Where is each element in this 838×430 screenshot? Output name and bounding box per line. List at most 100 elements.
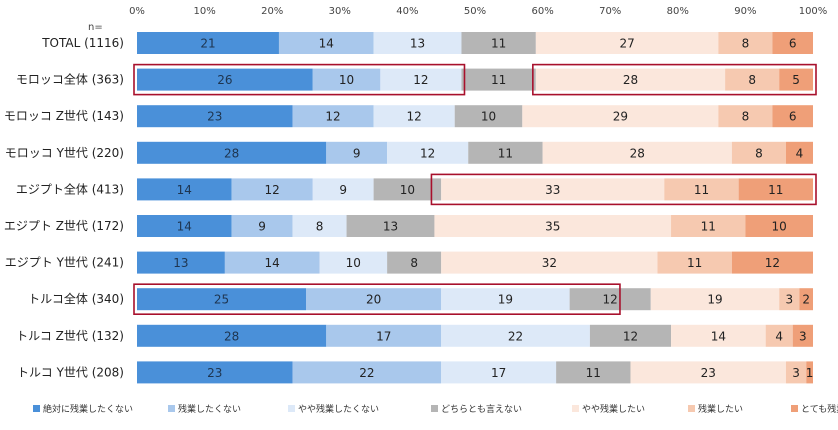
bar-segment xyxy=(772,105,813,128)
data-label: 17 xyxy=(376,329,391,343)
x-tick-label: 30% xyxy=(329,6,351,17)
category-label: トルコ Y世代 (208) xyxy=(17,365,124,379)
bar-segment xyxy=(292,215,347,237)
bar-segment xyxy=(306,288,442,311)
data-label: 23 xyxy=(701,366,716,380)
bar-segment xyxy=(441,178,665,201)
x-tick-label: 60% xyxy=(531,6,553,17)
data-label: 35 xyxy=(545,220,560,234)
data-label: 11 xyxy=(491,73,506,87)
data-label: 10 xyxy=(772,220,787,234)
bar-segment xyxy=(657,251,732,274)
data-label: 28 xyxy=(224,146,239,160)
bar-segment xyxy=(373,32,462,54)
bar-segment xyxy=(468,141,543,164)
bar-segment xyxy=(137,288,306,311)
bar-segment xyxy=(779,68,813,91)
x-tick-label: 80% xyxy=(667,6,689,17)
data-label: 3 xyxy=(799,329,807,343)
data-label: 2 xyxy=(802,293,810,307)
bar-segment xyxy=(454,105,523,128)
bar-segment xyxy=(387,141,469,164)
bar-segment xyxy=(806,361,813,384)
data-label: 3 xyxy=(786,293,794,307)
data-label: 20 xyxy=(366,293,381,307)
bar-segment xyxy=(373,105,455,128)
bar-segment xyxy=(630,361,786,384)
data-label: 23 xyxy=(207,110,222,124)
data-label: 10 xyxy=(339,73,354,87)
bar-segment xyxy=(731,141,786,164)
x-tick-label: 40% xyxy=(396,6,418,17)
data-label: 11 xyxy=(687,256,702,270)
n-label: n= xyxy=(88,22,103,33)
data-label: 21 xyxy=(200,37,215,51)
bar-segment xyxy=(137,251,225,274)
data-label: 14 xyxy=(319,37,334,51)
data-label: 11 xyxy=(701,220,716,234)
legend-label: 残業したい xyxy=(698,403,743,415)
legend-swatch xyxy=(572,405,579,412)
data-label: 27 xyxy=(619,37,634,51)
data-label: 8 xyxy=(748,73,756,87)
legend-swatch xyxy=(33,405,40,412)
x-tick-label: 50% xyxy=(464,6,486,17)
bar-segment xyxy=(671,215,746,237)
data-label: 6 xyxy=(789,37,797,51)
data-label: 28 xyxy=(224,329,239,343)
bar-segment xyxy=(765,324,793,347)
legend-swatch xyxy=(168,405,175,412)
data-label: 9 xyxy=(339,183,347,197)
bar-segment xyxy=(718,32,773,54)
bar-segment xyxy=(589,324,672,347)
bar-segment xyxy=(346,215,435,237)
data-label: 14 xyxy=(177,183,192,197)
bar-segment xyxy=(664,178,739,201)
bar-segment xyxy=(137,324,327,347)
data-label: 8 xyxy=(410,256,418,270)
bar-segment xyxy=(461,32,536,54)
legend-label: やや残業したくない xyxy=(298,403,379,415)
data-label: 4 xyxy=(796,146,804,160)
data-label: 14 xyxy=(177,220,192,234)
data-label: 11 xyxy=(586,366,601,380)
bar-segment xyxy=(535,32,719,54)
bar-segment xyxy=(326,141,388,164)
legend-swatch xyxy=(791,405,798,412)
data-label: 17 xyxy=(491,366,506,380)
data-label: 8 xyxy=(742,110,750,124)
bar-segment xyxy=(231,215,293,237)
legend-swatch xyxy=(288,405,295,412)
data-label: 12 xyxy=(603,293,618,307)
bar-segment xyxy=(718,105,773,128)
data-label: 12 xyxy=(413,73,428,87)
bar-segment xyxy=(319,251,388,274)
data-label: 12 xyxy=(623,329,638,343)
data-label: 14 xyxy=(711,329,726,343)
data-label: 12 xyxy=(420,146,435,160)
category-label: トルコ Z世代 (132) xyxy=(16,329,124,343)
data-label: 5 xyxy=(792,73,800,87)
category-label: エジプト Z世代 (172) xyxy=(4,219,124,233)
highlight-box xyxy=(133,283,621,316)
category-label: エジプト全体 (413) xyxy=(16,181,124,196)
legend-label: 絶対に残業したくない xyxy=(43,403,133,415)
data-label: 10 xyxy=(481,110,496,124)
bar-segment xyxy=(312,68,381,91)
category-label: トルコ全体 (340) xyxy=(28,291,124,306)
bar-segment xyxy=(461,68,536,91)
bar-segment xyxy=(745,215,813,237)
data-label: 11 xyxy=(694,183,709,197)
highlight-box xyxy=(430,173,817,206)
bar-segment xyxy=(434,215,672,237)
data-label: 29 xyxy=(613,110,628,124)
bar-segment xyxy=(779,288,800,311)
data-label: 6 xyxy=(789,110,797,124)
bar-segment xyxy=(556,361,631,384)
x-tick-label: 90% xyxy=(734,6,756,17)
data-label: 3 xyxy=(792,366,800,380)
highlight-box xyxy=(532,63,817,96)
legend-label: どちらとも言えない xyxy=(441,403,522,415)
data-label: 28 xyxy=(623,73,638,87)
